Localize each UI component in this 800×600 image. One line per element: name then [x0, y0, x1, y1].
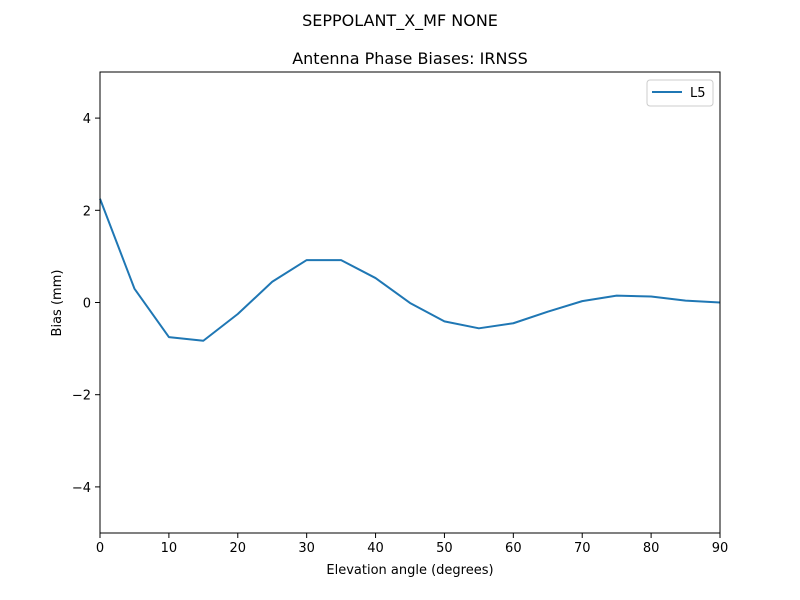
y-tick-label: −4 [72, 481, 91, 496]
y-axis-ticks: −4 −2 0 2 4 [72, 112, 100, 496]
chart-suptitle: SEPPOLANT_X_MF NONE [302, 11, 498, 31]
y-tick-label: −2 [72, 389, 91, 404]
x-tick-label: 90 [712, 541, 729, 556]
legend: L5 [646, 79, 714, 107]
y-tick-label: 4 [83, 112, 91, 127]
x-tick-label: 70 [574, 541, 591, 556]
y-tick-label: 0 [83, 297, 91, 312]
x-tick-label: 60 [505, 541, 522, 556]
x-axis-label: Elevation angle (degrees) [326, 563, 493, 578]
legend-label-l5: L5 [690, 86, 706, 101]
x-tick-label: 50 [436, 541, 453, 556]
plot-area [99, 71, 721, 534]
x-tick-label: 40 [367, 541, 384, 556]
series-line-l5 [99, 198, 721, 342]
x-tick-label: 0 [96, 541, 104, 556]
series-layer [99, 198, 721, 342]
x-tick-label: 20 [230, 541, 247, 556]
x-tick-label: 10 [161, 541, 178, 556]
y-axis-label: Bias (mm) [50, 270, 65, 337]
y-tick-label: 2 [83, 204, 91, 219]
x-axis-ticks: 0 10 20 30 40 50 60 70 80 90 [96, 533, 728, 556]
chart-title: Antenna Phase Biases: IRNSS [292, 49, 528, 68]
x-tick-label: 30 [298, 541, 315, 556]
x-tick-label: 80 [643, 541, 660, 556]
